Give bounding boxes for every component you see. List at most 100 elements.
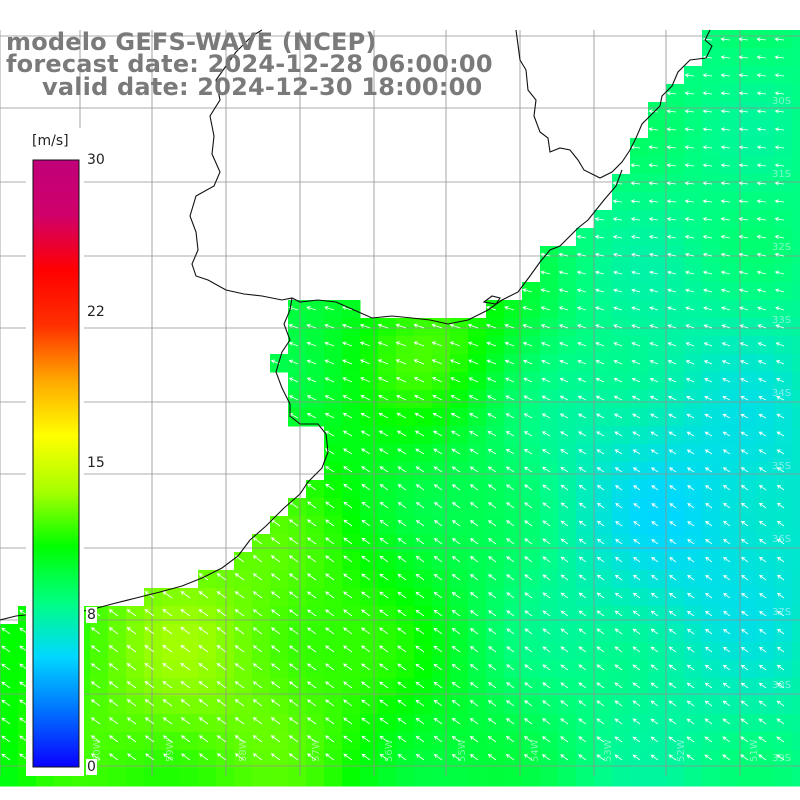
wind-cell	[702, 300, 721, 319]
wind-arrow	[776, 610, 785, 617]
wind-arrow	[433, 609, 443, 617]
wind-arrow	[577, 395, 587, 401]
wind-cell	[702, 174, 721, 193]
wind-arrow	[651, 574, 659, 581]
wind-arrow	[523, 359, 533, 365]
wind-cell	[720, 84, 739, 103]
wind-arrow	[431, 341, 443, 347]
wind-arrow	[687, 574, 695, 581]
wind-cell	[774, 246, 793, 265]
wind-arrow	[506, 664, 515, 671]
wind-arrow	[614, 736, 623, 743]
wind-arrow	[596, 610, 605, 617]
wind-arrow	[379, 591, 389, 599]
wind-arrow	[576, 306, 587, 311]
wind-cell	[666, 354, 685, 373]
wind-cell	[684, 300, 703, 319]
wind-arrow	[594, 252, 605, 257]
wind-cell	[792, 570, 800, 589]
wind-cell	[612, 210, 631, 229]
map-title: modelo GEFS-WAVE (NCEP)	[6, 28, 377, 56]
wind-arrow	[578, 754, 587, 761]
wind-cell	[540, 318, 559, 337]
wind-arrow	[415, 448, 425, 455]
wind-arrow	[560, 610, 569, 617]
wind-arrow	[468, 377, 479, 383]
wind-arrow	[684, 217, 695, 222]
wind-arrow	[576, 234, 587, 239]
wind-arrow	[595, 324, 605, 329]
wind-cell	[702, 318, 721, 337]
wind-arrow	[775, 324, 785, 329]
wind-arrow	[774, 234, 785, 239]
wind-cell	[666, 336, 685, 355]
wind-arrow	[415, 663, 425, 671]
wind-cell	[774, 102, 793, 121]
wind-cell	[378, 336, 397, 355]
wind-arrow	[379, 448, 389, 455]
wind-arrow	[343, 555, 353, 563]
wind-arrow	[198, 645, 209, 653]
wind-arrow	[504, 306, 515, 311]
wind-arrow	[234, 645, 245, 653]
wind-arrow	[722, 396, 731, 401]
wind-arrow	[668, 646, 677, 653]
wind-arrow	[684, 270, 695, 275]
wind-arrow	[630, 235, 641, 239]
wind-arrow	[723, 502, 731, 509]
wind-arrow	[469, 520, 479, 527]
wind-arrow	[649, 288, 659, 293]
wind-arrow	[686, 700, 695, 707]
wind-arrow	[630, 217, 641, 222]
wind-cell	[756, 174, 775, 193]
wind-arrow	[451, 484, 461, 491]
wind-arrow	[630, 199, 641, 204]
wind-arrow	[361, 591, 371, 599]
wind-arrow	[216, 735, 227, 743]
wind-arrow	[758, 556, 767, 563]
wind-arrow	[288, 573, 299, 581]
wind-arrow	[684, 199, 695, 204]
wind-arrow	[144, 663, 155, 671]
wind-cell	[630, 174, 649, 193]
wind-arrow	[668, 449, 677, 455]
wind-arrow	[596, 467, 605, 473]
wind-arrow	[449, 359, 461, 365]
wind-cell	[738, 102, 757, 121]
wind-arrow	[342, 412, 353, 419]
wind-arrow	[704, 628, 713, 635]
wind-arrow	[360, 395, 371, 401]
wind-arrow	[145, 753, 155, 761]
wind-cell	[792, 192, 800, 211]
wind-cell	[450, 354, 469, 373]
wind-arrow	[505, 395, 515, 401]
wind-arrow	[650, 682, 659, 689]
wind-arrow	[775, 378, 785, 383]
wind-cell	[792, 534, 800, 553]
wind-arrow	[705, 592, 713, 599]
colorbar-tick-label: 15	[86, 455, 106, 471]
wind-arrow	[702, 288, 713, 293]
wind-arrow	[704, 682, 713, 689]
wind-arrow	[613, 377, 623, 383]
wind-cell	[522, 318, 541, 337]
wind-arrow	[651, 503, 659, 509]
wind-arrow	[397, 466, 407, 473]
wind-arrow	[596, 538, 605, 545]
wind-arrow	[631, 395, 641, 401]
wind-arrow	[325, 573, 335, 581]
wind-arrow	[144, 627, 155, 635]
wind-cell	[738, 354, 757, 373]
wind-cell	[792, 210, 800, 229]
wind-arrow	[668, 413, 677, 419]
wind-arrow	[306, 681, 317, 689]
wind-arrow	[631, 324, 641, 329]
lat-label: 36S	[772, 534, 792, 545]
wind-arrow	[90, 663, 101, 671]
wind-arrow	[506, 538, 515, 545]
wind-cell	[684, 246, 703, 265]
wind-arrow	[776, 682, 785, 689]
wind-arrow	[722, 682, 731, 689]
wind-arrow	[650, 413, 659, 419]
wind-cell	[720, 246, 739, 265]
